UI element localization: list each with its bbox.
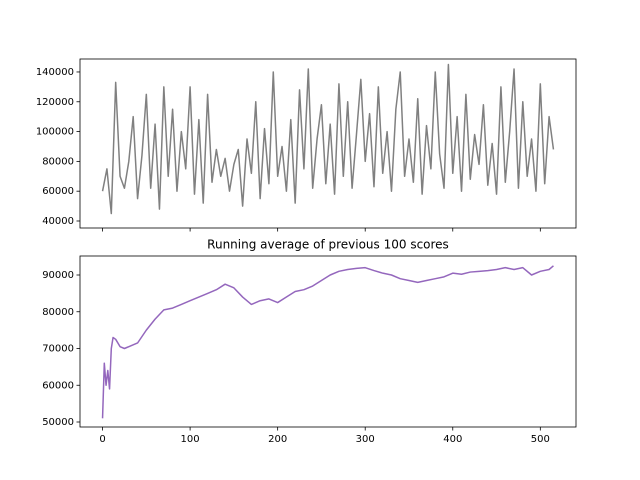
axes-frame: [79, 255, 577, 428]
y-tick-label: 50000: [42, 417, 74, 428]
y-tick-label: 120000: [36, 97, 74, 108]
y-tick-label: 80000: [42, 307, 74, 318]
y-tick-label: 140000: [36, 67, 74, 78]
y-tick-label: 80000: [42, 156, 74, 167]
y-tick-label: 40000: [42, 216, 74, 227]
x-tick-label: 100: [181, 434, 200, 445]
data-line: [101, 265, 554, 419]
chart-title: Running average of previous 100 scores: [207, 238, 449, 252]
x-tick-label: 500: [531, 434, 550, 445]
y-tick-label: 60000: [42, 380, 74, 391]
y-tick-label: 100000: [36, 127, 74, 138]
y-tick-label: 60000: [42, 186, 74, 197]
y-tick-label: 90000: [42, 270, 74, 281]
x-tick-label: 400: [443, 434, 462, 445]
data-line: [101, 63, 555, 215]
x-tick-label: 200: [268, 434, 287, 445]
x-tick-label: 0: [99, 434, 105, 445]
y-tick-label: 70000: [42, 344, 74, 355]
x-tick-label: 300: [356, 434, 375, 445]
axes-frame: [79, 58, 577, 229]
